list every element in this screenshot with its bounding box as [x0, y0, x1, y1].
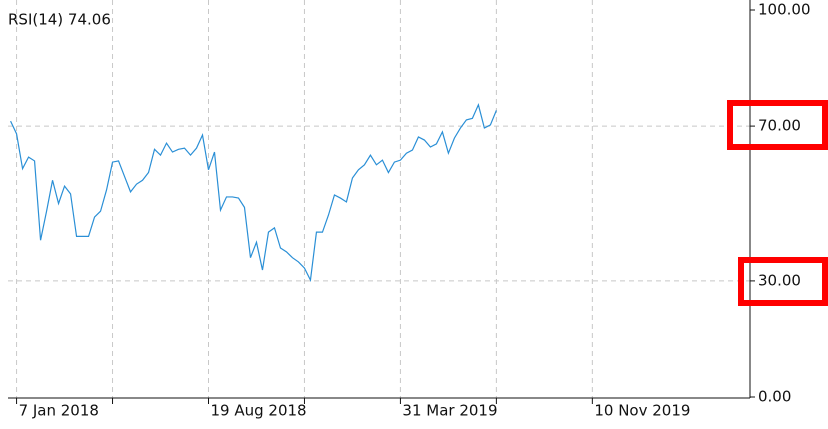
chart-title: RSI(14) 74.06 — [8, 11, 111, 29]
x-tick-label: 31 Mar 2019 — [402, 402, 497, 420]
x-tick-label: 19 Aug 2018 — [210, 402, 306, 420]
rsi-line — [10, 102, 497, 283]
x-tick-label: 10 Nov 2019 — [594, 402, 690, 420]
y-tick-label: 0.00 — [758, 388, 791, 406]
y-tick-label: 30.00 — [758, 271, 801, 289]
y-tick-label: 100.00 — [758, 1, 811, 19]
y-tick-label: 70.00 — [758, 117, 801, 135]
highlight-box — [727, 100, 828, 150]
highlight-box — [738, 257, 828, 306]
x-tick-label: 7 Jan 2018 — [19, 402, 99, 420]
